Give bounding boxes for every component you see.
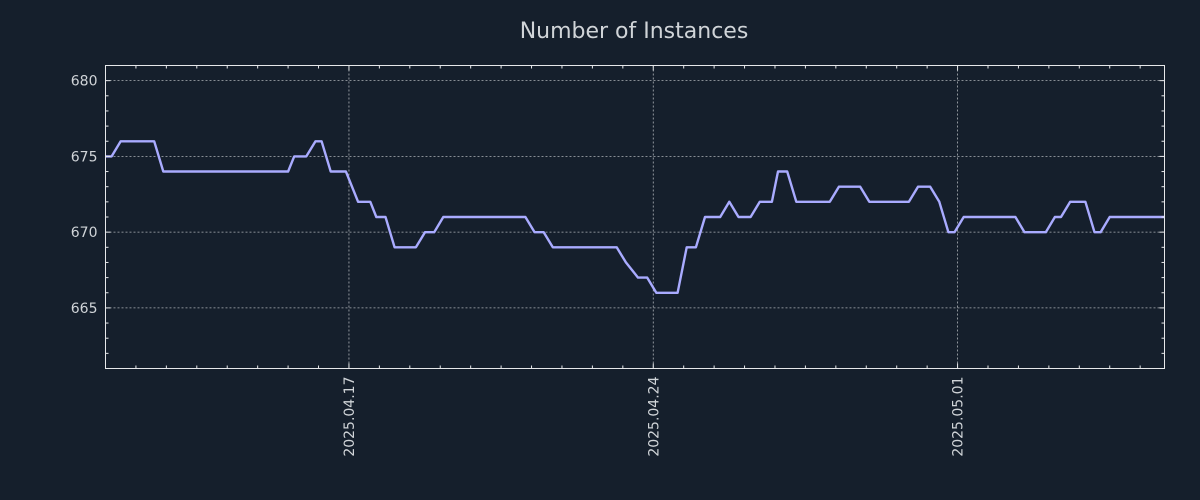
- series-layer: [105, 140, 1165, 294]
- y-tick-label: 665: [71, 301, 98, 317]
- y-tick-label: 675: [71, 149, 98, 165]
- y-tick-label: 680: [71, 74, 98, 90]
- x-tick-label: 2025.04.17: [342, 377, 358, 457]
- x-tick-label: 2025.05.01: [951, 377, 967, 457]
- y-tick-label: 670: [71, 225, 98, 241]
- y-axis-tick-labels: 665 670 675 680: [71, 74, 98, 317]
- axis-ticks: [105, 65, 1165, 369]
- chart-title: Number of Instances: [520, 19, 749, 44]
- x-axis-tick-labels: 2025.04.17 2025.04.24 2025.05.01: [342, 376, 967, 456]
- x-tick-label: 2025.04.24: [646, 376, 662, 456]
- grid-lines: [105, 65, 1165, 369]
- series-line-instances: [105, 140, 1165, 294]
